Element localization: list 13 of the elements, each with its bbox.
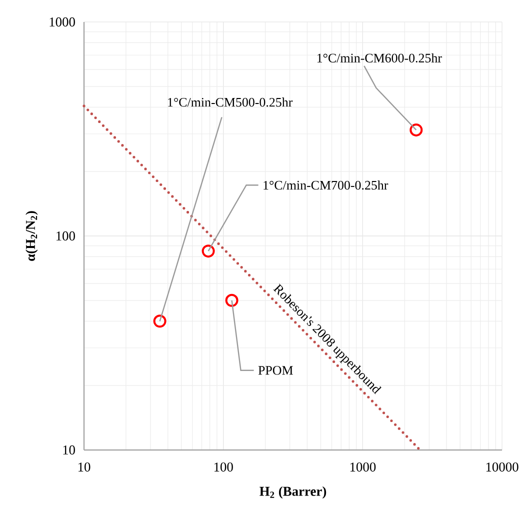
x-tick-label: 10000 <box>486 462 518 472</box>
y-tick-label: 10 <box>63 445 75 455</box>
x-tick-label: 10 <box>78 462 90 472</box>
y-axis-title: α(H$_{2}$/N$_{2}$) <box>26 211 38 261</box>
annotation: 1°C/min-CM500-0.25hr <box>168 98 293 107</box>
x-axis-title: H$_{2}$ (Barrer) <box>260 486 326 499</box>
annotation: 1°C/min-CM600-0.25hr <box>317 53 442 63</box>
y-tick-label: 100 <box>56 231 75 241</box>
y-tick-label: 1000 <box>50 17 75 27</box>
annotation: PPOM <box>258 366 293 375</box>
x-tick-label: 1000 <box>350 462 376 472</box>
annotation: 1°C/min-CM700-0.25hr <box>264 180 388 190</box>
x-tick-label: 100 <box>214 462 233 472</box>
